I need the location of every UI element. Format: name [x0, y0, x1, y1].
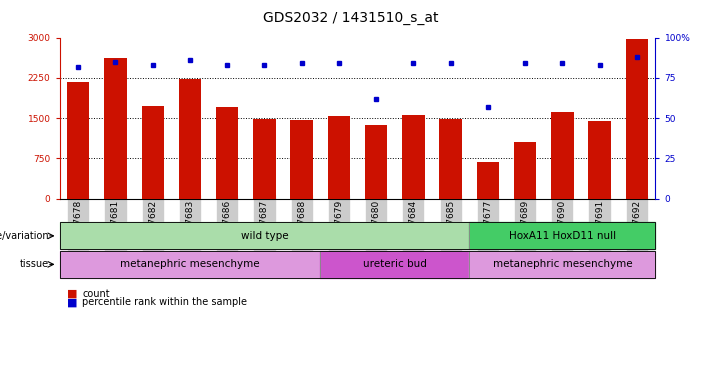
- Bar: [588, 122, 611, 199]
- Bar: [514, 142, 536, 199]
- Bar: [253, 118, 275, 199]
- Bar: [290, 120, 313, 199]
- Bar: [477, 162, 499, 199]
- Text: ■: ■: [67, 289, 77, 299]
- Bar: [328, 116, 350, 199]
- Bar: [365, 124, 387, 199]
- Bar: [402, 115, 425, 199]
- Text: tissue: tissue: [20, 260, 49, 269]
- Bar: [179, 79, 201, 199]
- Bar: [104, 58, 127, 199]
- Text: ureteric bud: ureteric bud: [363, 260, 427, 269]
- Bar: [551, 112, 573, 199]
- Text: metanephric mesenchyme: metanephric mesenchyme: [120, 260, 260, 269]
- Bar: [440, 118, 462, 199]
- Text: HoxA11 HoxD11 null: HoxA11 HoxD11 null: [509, 231, 616, 241]
- Bar: [142, 106, 164, 199]
- Text: GDS2032 / 1431510_s_at: GDS2032 / 1431510_s_at: [263, 11, 438, 25]
- Text: genotype/variation: genotype/variation: [0, 231, 49, 241]
- Text: count: count: [82, 289, 109, 299]
- Bar: [626, 39, 648, 199]
- Text: wild type: wild type: [240, 231, 288, 241]
- Text: percentile rank within the sample: percentile rank within the sample: [82, 297, 247, 307]
- Text: metanephric mesenchyme: metanephric mesenchyme: [493, 260, 632, 269]
- Bar: [216, 107, 238, 199]
- Bar: [67, 82, 90, 199]
- Text: ■: ■: [67, 297, 77, 307]
